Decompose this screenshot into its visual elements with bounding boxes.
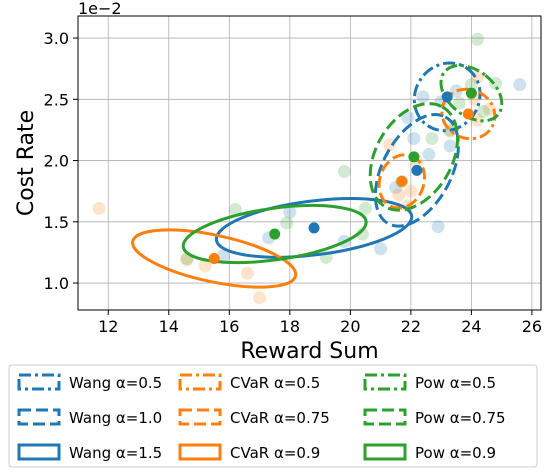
y-axis-label: Cost Rate xyxy=(14,110,39,216)
x-tick-label: 14 xyxy=(159,317,179,336)
x-tick-label: 22 xyxy=(401,317,421,336)
mean-point-wang-1-5 xyxy=(308,222,320,234)
scatter-point-pow-0-75 xyxy=(358,201,372,215)
scatter-point-wang-1 xyxy=(407,132,421,145)
scatter-point-wang-1 xyxy=(443,139,457,153)
scatter-point-cvar-0-75 xyxy=(392,188,406,202)
y-tick-label: 2.0 xyxy=(44,152,69,171)
scatter-point-cvar-0-75 xyxy=(404,184,418,198)
scatter-point-pow-0-5 xyxy=(452,96,466,110)
ellipse-cvar-0-9 xyxy=(131,228,298,289)
scatter-point-wang-0-5 xyxy=(401,111,415,125)
scatter-point-wang-0-5 xyxy=(513,78,527,92)
ellipse-cvar-0-5 xyxy=(440,87,497,141)
legend-swatch xyxy=(363,373,407,391)
legend-swatch xyxy=(178,373,222,391)
legend-swatch xyxy=(178,408,222,426)
legend-label: Wang α=1.0 xyxy=(69,409,162,427)
scatter-point-cvar-0-5 xyxy=(470,113,484,127)
mean-point-cvar-0-5 xyxy=(462,108,474,120)
grid xyxy=(78,16,541,310)
scatter-point-wang-1 xyxy=(431,220,445,234)
scatter-point-wang-1 xyxy=(422,147,436,161)
series-means xyxy=(208,87,477,265)
x-tick-label: 26 xyxy=(522,317,542,336)
scatter-point-wang-1-5 xyxy=(283,205,297,219)
ellipse-wang-1-5 xyxy=(214,197,414,259)
mean-point-wang-0-5 xyxy=(441,91,453,103)
scatter-point-pow-0-75 xyxy=(337,165,351,179)
plot-frame xyxy=(77,15,542,311)
scatter-point-pow-0-75 xyxy=(425,132,439,145)
scatter-point-wang-1-5 xyxy=(216,249,230,263)
scatter-point-cvar-0-9 xyxy=(198,259,212,273)
mean-point-pow-0-5 xyxy=(465,87,477,99)
legend-label: Pow α=0.5 xyxy=(415,374,496,392)
x-tick-label: 16 xyxy=(219,317,239,336)
mean-point-pow-0-75 xyxy=(408,151,420,163)
y-tick-label: 1.0 xyxy=(44,274,69,293)
scatter-point-pow-0-5 xyxy=(470,32,484,46)
scatter-point-pow-0-9 xyxy=(355,227,369,241)
legend-label: Pow α=0.9 xyxy=(415,444,496,462)
legend-swatch xyxy=(17,408,61,426)
x-tick-label: 20 xyxy=(340,317,360,336)
scatter-point-cvar-0-9 xyxy=(253,291,267,305)
scatter-points xyxy=(92,32,527,305)
legend-swatch xyxy=(17,373,61,391)
legend-label: Wang α=1.5 xyxy=(69,444,162,462)
mean-point-pow-0-9 xyxy=(269,228,281,240)
legend-swatch xyxy=(363,443,407,461)
mean-point-cvar-0-9 xyxy=(208,253,220,265)
y-offset-label: 1e−2 xyxy=(78,0,122,18)
scatter-point-pow-0-9 xyxy=(228,203,242,217)
x-axis-label: Reward Sum xyxy=(240,339,378,364)
legend: Wang α=0.5 CVaR α=0.5 Pow α=0.5 Wang α=1.0 C… xyxy=(8,364,538,468)
scatter-point-pow-0-5 xyxy=(477,105,491,119)
scatter-point-wang-0-5 xyxy=(416,90,430,104)
y-tick-label: 1.5 xyxy=(44,213,69,232)
scatter-point-cvar-0-5 xyxy=(483,102,497,116)
y-tick-label: 3.0 xyxy=(44,29,69,48)
scatter-point-pow-0-9 xyxy=(280,216,294,230)
legend-label: CVaR α=0.75 xyxy=(230,409,330,427)
ellipse-pow-0-5 xyxy=(439,64,504,123)
ellipse-pow-0-9 xyxy=(181,204,368,265)
scatter-point-cvar-0-9 xyxy=(92,201,106,215)
legend-label: CVaR α=0.5 xyxy=(230,374,320,392)
x-tick-label: 18 xyxy=(280,317,300,336)
x-tick-label: 24 xyxy=(461,317,481,336)
axis-ticks: 12 14 16 18 20 22 24 26 1.0 1.5 2.0 2.5 3.0 xyxy=(44,29,543,336)
x-tick-label: 12 xyxy=(98,317,118,336)
legend-label: Wang α=0.5 xyxy=(69,374,162,392)
legend-swatch xyxy=(178,443,222,461)
mean-point-cvar-0-75 xyxy=(396,175,408,187)
scatter-point-cvar-0-9 xyxy=(240,266,254,280)
mean-point-wang-1 xyxy=(411,164,423,176)
scatter-point-wang-1-5 xyxy=(374,242,388,256)
legend-label: CVaR α=0.9 xyxy=(230,444,320,462)
legend-label: Pow α=0.75 xyxy=(415,409,506,427)
y-tick-label: 2.5 xyxy=(44,90,69,109)
legend-swatch xyxy=(363,408,407,426)
legend-swatch xyxy=(17,443,61,461)
